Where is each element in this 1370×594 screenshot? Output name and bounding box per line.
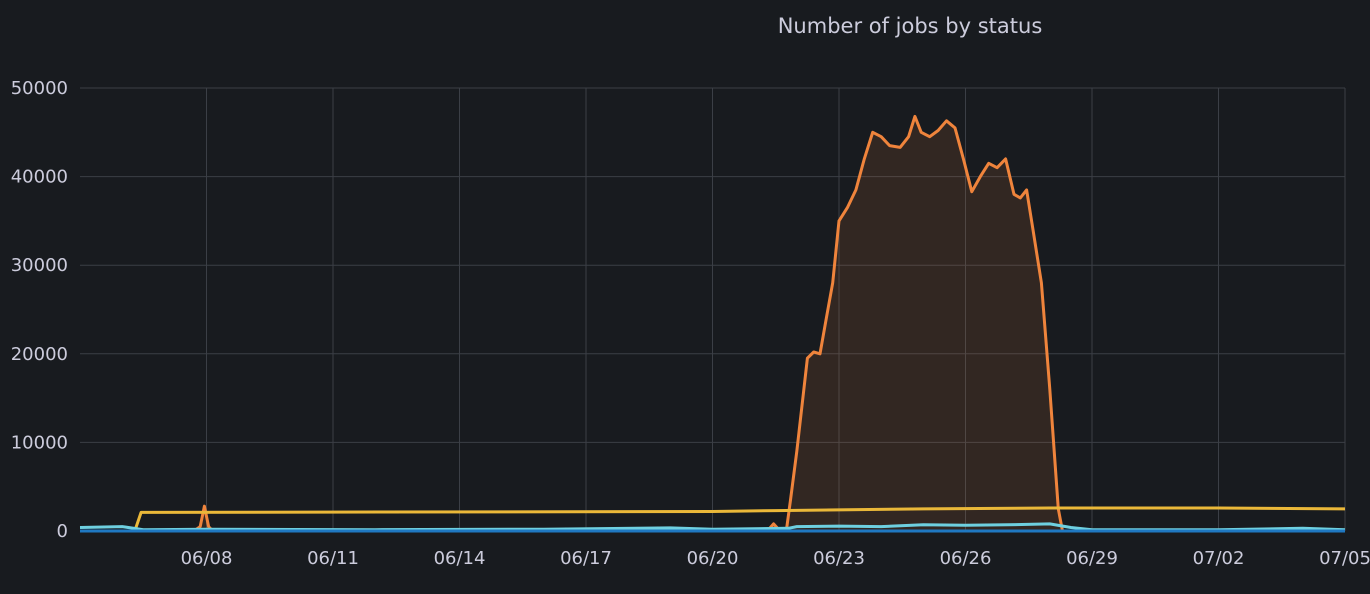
x-tick-label: 07/05 xyxy=(1319,548,1370,569)
y-tick-label: 40000 xyxy=(11,167,68,188)
y-tick-label: 10000 xyxy=(11,432,68,453)
x-tick-label: 06/17 xyxy=(560,548,612,569)
x-tick-label: 06/08 xyxy=(181,548,233,569)
series-0-area xyxy=(80,116,1345,532)
x-tick-label: 06/23 xyxy=(813,548,865,569)
y-tick-label: 50000 xyxy=(11,78,68,99)
y-tick-label: 0 xyxy=(57,521,68,542)
series-2-line xyxy=(79,522,1346,532)
x-tick-label: 06/11 xyxy=(307,548,359,569)
x-tick-label: 06/26 xyxy=(940,548,992,569)
x-tick-label: 06/14 xyxy=(434,548,486,569)
x-tick-label: 06/29 xyxy=(1066,548,1118,569)
x-tick-label: 07/02 xyxy=(1193,548,1245,569)
series-1-line xyxy=(80,506,1346,533)
x-tick-label: 06/20 xyxy=(687,548,739,569)
y-tick-label: 30000 xyxy=(11,255,68,276)
y-tick-label: 20000 xyxy=(11,344,68,365)
chart-title: Number of jobs by status xyxy=(777,14,1043,38)
